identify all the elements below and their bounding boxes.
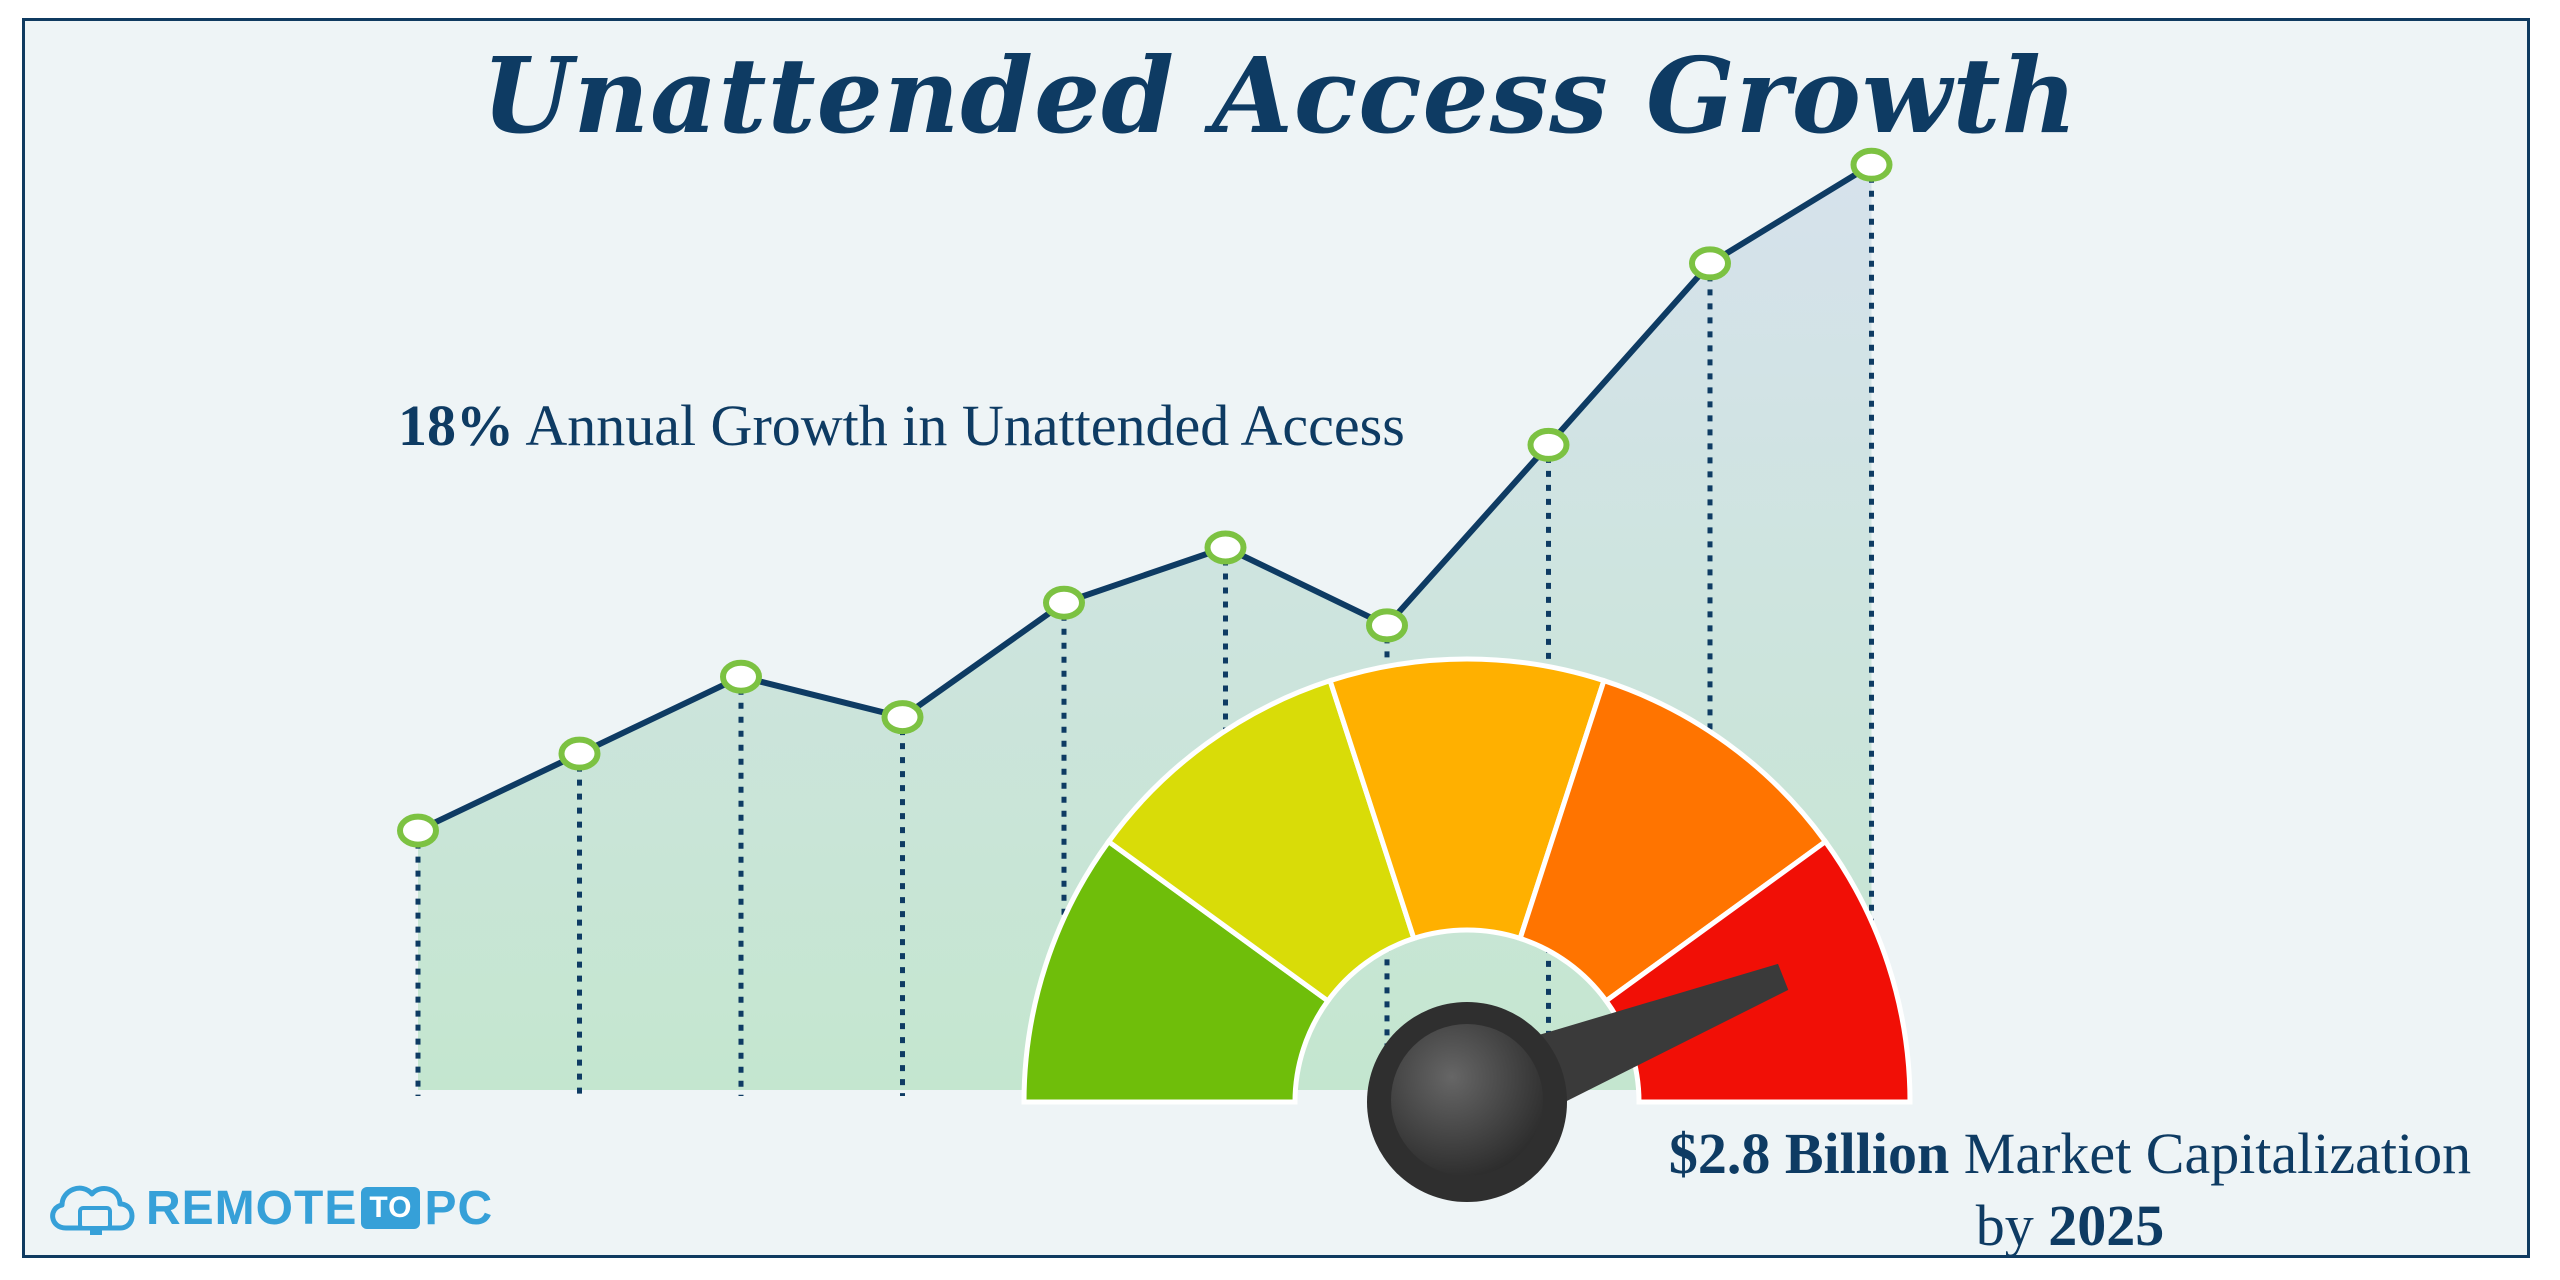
markers-layer bbox=[397, 147, 1893, 848]
data-point-10 bbox=[1850, 147, 1893, 182]
data-point-2 bbox=[558, 736, 601, 771]
logo-remote: REMOTE bbox=[146, 1181, 358, 1235]
data-point-5 bbox=[1043, 585, 1085, 620]
line-layer bbox=[416, 162, 1874, 834]
gauge-segment-3 bbox=[1326, 656, 1608, 942]
market-by: by bbox=[1975, 1193, 2034, 1258]
data-point-9 bbox=[1689, 246, 1731, 281]
speedometer-gauge bbox=[1021, 656, 1913, 1202]
cloud-computer-icon bbox=[50, 1185, 135, 1235]
market-text: Market Capitalization bbox=[1963, 1121, 2472, 1186]
gauge-segment-1 bbox=[1021, 838, 1332, 1105]
market-value: $2.8 Billion bbox=[1668, 1121, 1950, 1186]
logo: REMOTE TO PC bbox=[44, 1172, 493, 1244]
growth-text: Annual Growth in Unattended Access bbox=[525, 393, 1405, 458]
series-line bbox=[416, 162, 1874, 834]
growth-annotation: 18% Annual Growth in Unattended Access bbox=[398, 392, 1405, 459]
data-point-8 bbox=[1527, 427, 1570, 462]
gauge-segment-2 bbox=[1105, 677, 1417, 1005]
logo-text: REMOTE TO PC bbox=[146, 1181, 493, 1236]
gauge-segment-4 bbox=[1517, 677, 1829, 1005]
data-point-4 bbox=[881, 700, 924, 735]
data-point-6 bbox=[1204, 530, 1247, 565]
logo-to: TO bbox=[361, 1187, 421, 1229]
data-point-1 bbox=[397, 813, 439, 848]
market-year: 2025 bbox=[2048, 1193, 2165, 1258]
gauge-hub bbox=[1391, 1024, 1543, 1176]
growth-value: 18% bbox=[398, 393, 514, 458]
logo-pc: PC bbox=[424, 1181, 494, 1235]
data-point-3 bbox=[720, 659, 762, 694]
page-title: Unattended Access Growth bbox=[481, 34, 2079, 157]
market-annotation: $2.8 Billion Market Capitalization by 20… bbox=[1610, 1118, 2530, 1262]
data-point-7 bbox=[1366, 608, 1408, 643]
